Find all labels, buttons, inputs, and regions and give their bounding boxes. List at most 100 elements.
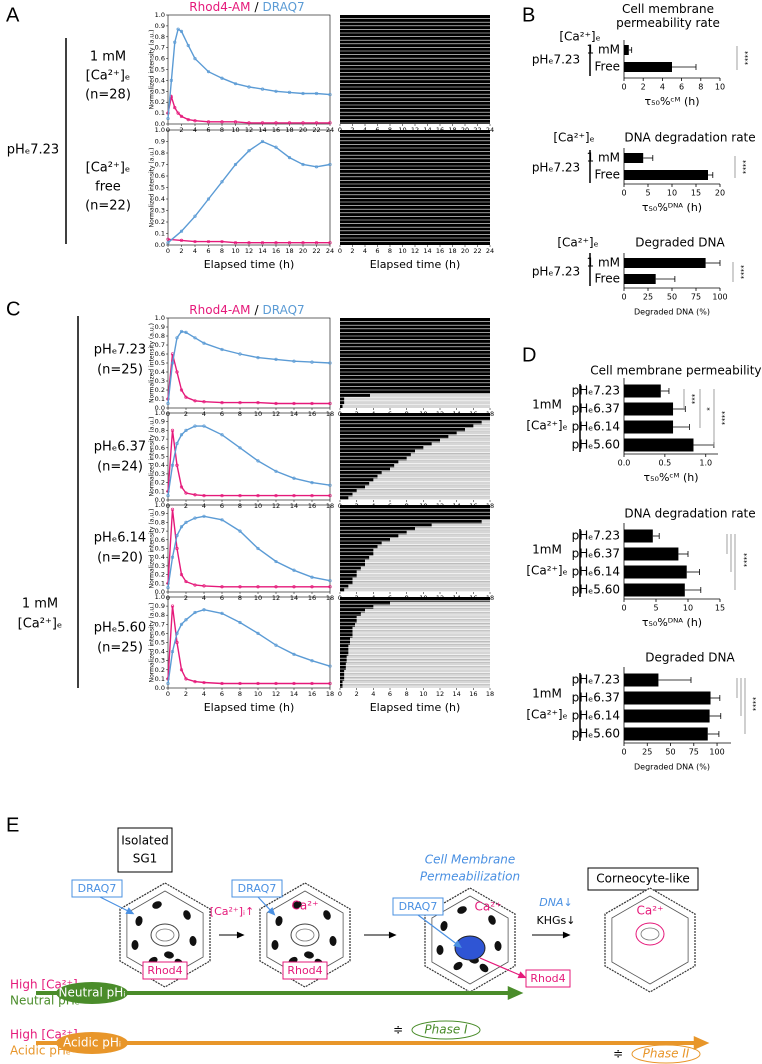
label: SG1 bbox=[133, 852, 158, 866]
degradation-segment bbox=[356, 619, 490, 624]
data-point bbox=[328, 401, 332, 406]
data-point bbox=[193, 680, 197, 684]
nucleus-inner bbox=[295, 928, 315, 942]
x-tick-label: 16 bbox=[308, 594, 316, 602]
data-point bbox=[274, 121, 278, 125]
data-point bbox=[202, 341, 206, 345]
bar bbox=[624, 709, 710, 723]
degradation-segment bbox=[398, 460, 490, 464]
y-tick-label: 0.6 bbox=[155, 350, 165, 358]
arrow-head bbox=[562, 931, 571, 939]
x-tick-label: 12 bbox=[411, 247, 419, 255]
data-point bbox=[274, 585, 278, 589]
y-tick-label: 0.2 bbox=[155, 666, 165, 674]
group-label: 1mM bbox=[532, 687, 562, 701]
data-point bbox=[310, 659, 314, 663]
x-tick-label: 6 bbox=[375, 247, 379, 255]
degradation-segment bbox=[352, 492, 490, 497]
degradation-segment bbox=[350, 637, 490, 642]
bar bbox=[624, 45, 629, 55]
x-tick-label: 75 bbox=[691, 293, 701, 302]
x-tick-label: 0 bbox=[166, 247, 170, 255]
series-line bbox=[167, 430, 330, 497]
y-tick-label: 0.9 bbox=[155, 138, 165, 146]
data-point bbox=[175, 370, 179, 374]
series-line bbox=[167, 353, 330, 405]
x-tick-label: 2 bbox=[184, 502, 188, 510]
x-axis-label: Elapsed time (h) bbox=[370, 258, 461, 271]
degradation-segment bbox=[344, 670, 490, 674]
y-tick-label: 0.1 bbox=[155, 675, 165, 683]
y-tick-label: 0.2 bbox=[155, 98, 165, 106]
x-tick-label: 8 bbox=[238, 690, 242, 698]
degradation-segment bbox=[342, 680, 490, 685]
granule bbox=[329, 936, 337, 946]
degradation-segment bbox=[346, 655, 490, 660]
data-point bbox=[314, 121, 319, 125]
condition: Acidic pHₑ bbox=[10, 1044, 71, 1058]
y-tick-label: 0.7 bbox=[155, 620, 165, 628]
x-tick-label: 8 bbox=[238, 594, 242, 602]
plot-frame bbox=[167, 596, 331, 689]
data-point bbox=[193, 424, 197, 428]
series-line bbox=[167, 606, 330, 685]
data-point bbox=[247, 121, 251, 125]
x-tick-label: 25 bbox=[642, 748, 652, 757]
x-tick-label: 14 bbox=[290, 410, 298, 418]
data-point bbox=[256, 459, 260, 463]
data-point bbox=[206, 120, 211, 124]
chart-title: Degraded DNA bbox=[645, 651, 735, 665]
condition-label: [Ca²⁺]ₑ bbox=[18, 617, 63, 632]
bar bbox=[624, 529, 653, 543]
x-tick-label: 10 bbox=[419, 690, 427, 698]
label: Rhod4 bbox=[530, 972, 565, 985]
legend-entry: Rhod4-AM bbox=[189, 0, 250, 14]
panel-letter: E bbox=[6, 814, 19, 836]
bar bbox=[624, 438, 694, 452]
data-point bbox=[247, 241, 251, 245]
x-tick-label: 4 bbox=[202, 594, 206, 602]
data-point bbox=[193, 239, 197, 244]
data-point bbox=[220, 401, 224, 405]
phase-outline bbox=[631, 1044, 701, 1064]
granule bbox=[275, 916, 283, 926]
data-point bbox=[179, 668, 184, 672]
phase-outline bbox=[411, 1020, 481, 1040]
degradation-segment bbox=[423, 446, 490, 450]
y-axis-label: Normalized intensity (a.u.) bbox=[149, 323, 156, 403]
data-point bbox=[193, 493, 197, 497]
x-tick-label: 15 bbox=[691, 189, 701, 198]
x-tick-label: 12 bbox=[272, 502, 280, 510]
condition-label: 1 mM bbox=[22, 597, 58, 612]
x-tick-label: 14 bbox=[453, 690, 461, 698]
degradation-segment bbox=[381, 471, 490, 475]
arrow-head bbox=[267, 907, 276, 916]
data-point bbox=[179, 238, 184, 242]
label: Ca²⁺ bbox=[475, 900, 502, 914]
y-tick-label: 0.3 bbox=[155, 562, 165, 570]
label: Cell Membrane bbox=[425, 853, 516, 867]
data-point bbox=[301, 121, 305, 125]
x-tick-label: 4 bbox=[202, 502, 206, 510]
row-label: pHₑ7.23 bbox=[532, 265, 580, 279]
data-point bbox=[260, 121, 265, 125]
x-tick-label: 8 bbox=[405, 690, 409, 698]
arrow-head bbox=[388, 931, 397, 939]
data-point bbox=[292, 494, 296, 498]
data-point bbox=[193, 399, 197, 403]
x-axis-label: τ₅₀%ᴰᴺᴬ (h) bbox=[642, 201, 702, 214]
x-tick-label: 12 bbox=[436, 690, 444, 698]
x-tick-label: 16 bbox=[308, 502, 316, 510]
plot-frame bbox=[167, 412, 331, 501]
y-tick-label: 0.8 bbox=[155, 149, 165, 157]
data-point bbox=[179, 114, 184, 118]
data-point bbox=[175, 546, 179, 551]
degradation-segment bbox=[390, 601, 490, 606]
data-point bbox=[206, 239, 211, 244]
legend: Rhod4-AM / DRAQ7 bbox=[189, 0, 304, 14]
x-tick-label: 5 bbox=[653, 604, 658, 613]
x-tick-label: 0 bbox=[621, 748, 626, 757]
panel-letter: D bbox=[522, 344, 536, 366]
y-tick-label: 0.8 bbox=[155, 332, 165, 340]
x-tick-label: 6 bbox=[206, 247, 210, 255]
